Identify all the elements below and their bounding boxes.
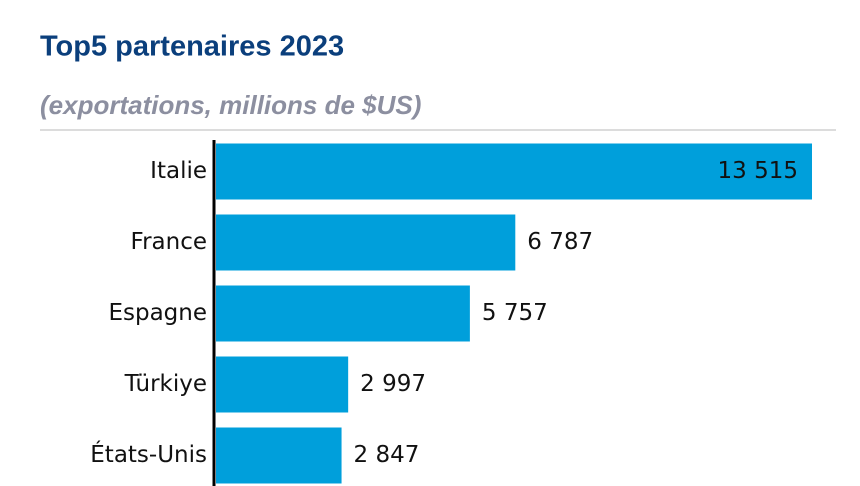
chart-title: Top5 partenaires 2023 — [40, 31, 344, 63]
bar — [216, 356, 349, 413]
bar — [216, 214, 516, 271]
data-label: 6 787 — [527, 229, 593, 255]
data-label: 13 515 — [718, 158, 798, 184]
y-tick-label: Türkiye — [124, 371, 207, 397]
chart-subtitle: (exportations, millions de $US) — [40, 90, 421, 120]
data-label: 2 997 — [360, 371, 426, 397]
bar — [216, 427, 342, 484]
y-tick-label: France — [131, 229, 207, 255]
bar — [216, 285, 470, 342]
y-tick-label: Italie — [150, 158, 207, 184]
bar — [216, 143, 812, 200]
data-label: 2 847 — [354, 442, 420, 468]
y-tick-label: Espagne — [108, 300, 207, 326]
y-tick-label: États-Unis — [90, 440, 207, 468]
data-label: 5 757 — [482, 300, 548, 326]
